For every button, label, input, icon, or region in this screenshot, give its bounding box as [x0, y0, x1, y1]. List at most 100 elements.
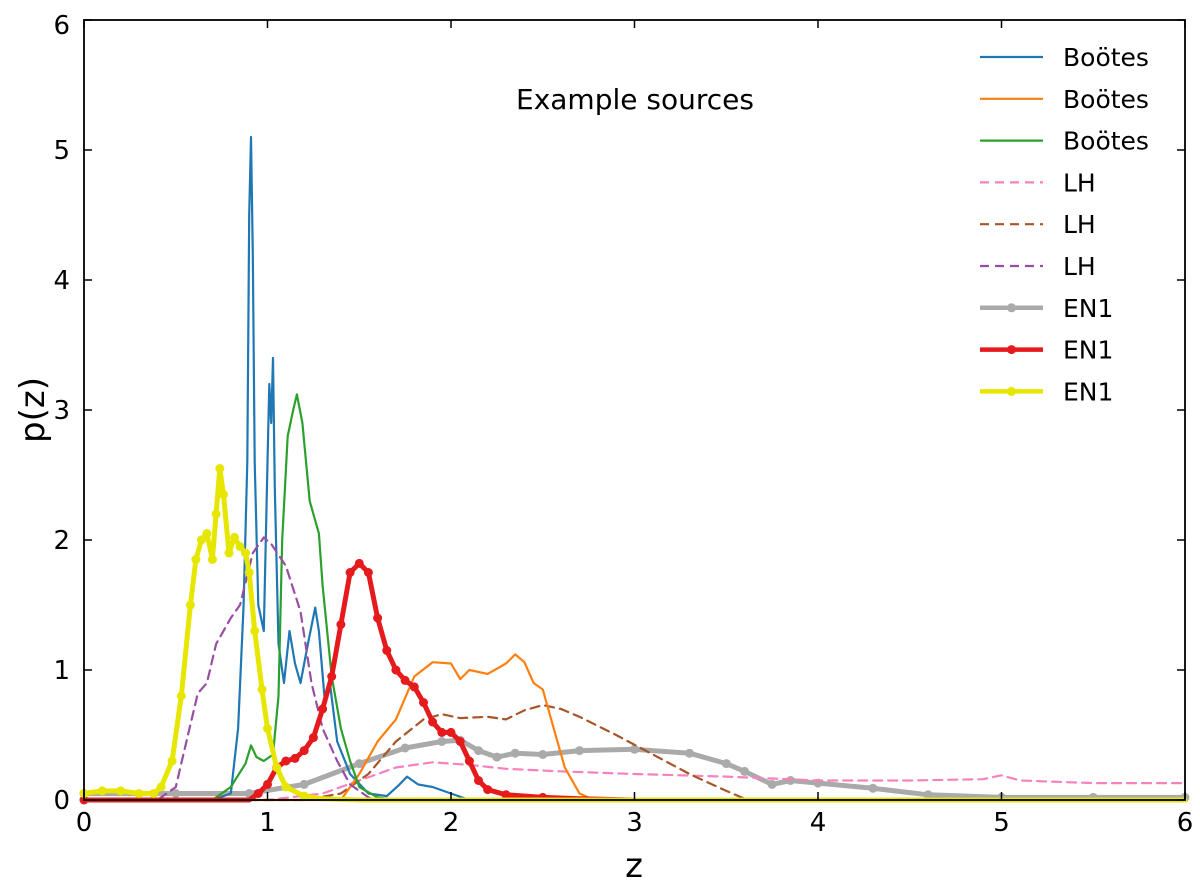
- series-6-line: [82, 536, 1187, 802]
- series-7-marker: [740, 766, 750, 776]
- series-8-line: [81, 560, 1188, 803]
- ticks-layer: 0 1 2 3 4 5 6 0 1 2 3 4 5 6: [53, 11, 1193, 838]
- series-7-marker: [868, 783, 878, 793]
- legend-marker: [1007, 345, 1016, 355]
- series-3-line: [82, 393, 1187, 802]
- series-8-marker: [474, 776, 483, 785]
- series-8-marker: [363, 568, 373, 577]
- series-7-marker: [299, 779, 309, 789]
- series-7-marker: [437, 737, 447, 746]
- x-tick-label: 2: [443, 808, 460, 838]
- series-1-line: [82, 135, 1187, 802]
- series-8-marker: [354, 558, 364, 568]
- series-9-marker: [235, 542, 245, 551]
- series-9-marker: [272, 763, 282, 772]
- legend-marker: [1007, 303, 1016, 313]
- series-9-marker: [224, 548, 234, 558]
- series-9-marker: [299, 791, 309, 801]
- series-8-marker: [419, 698, 428, 707]
- x-tick-label: 4: [810, 808, 827, 838]
- legend-label: EN1: [1063, 294, 1113, 323]
- series-5: [82, 703, 1187, 802]
- series-9-marker: [250, 626, 260, 636]
- series-8-marker: [373, 613, 383, 623]
- series-5-line: [82, 703, 1187, 802]
- legend-entry: EN1: [980, 294, 1113, 323]
- series-3: [82, 393, 1187, 802]
- series-8-marker: [391, 665, 401, 675]
- series-8-marker: [318, 704, 328, 714]
- legend-label: LH: [1063, 210, 1096, 239]
- legend-label: LH: [1063, 252, 1096, 281]
- y-tick-label: 6: [53, 11, 70, 41]
- series-7-marker: [767, 779, 777, 789]
- series-9-marker: [257, 685, 267, 694]
- series-9-marker: [196, 535, 206, 545]
- series-9-marker: [202, 529, 212, 538]
- series-7-marker: [171, 789, 181, 798]
- series-9-marker: [149, 789, 159, 798]
- y-tick-label: 5: [53, 136, 70, 166]
- series-8-marker: [281, 756, 291, 766]
- series-8-marker: [308, 733, 318, 743]
- series-9-marker: [263, 724, 272, 733]
- legend-entry: LH: [980, 168, 1096, 197]
- x-tick-label: 0: [76, 808, 93, 838]
- series-9-marker: [97, 786, 107, 796]
- series-9-marker: [156, 782, 166, 792]
- series-7-marker: [923, 790, 933, 800]
- y-tick-label: 0: [53, 786, 70, 816]
- series-9-marker: [215, 464, 225, 473]
- series-8-marker: [437, 727, 447, 737]
- series-9-marker: [219, 490, 228, 499]
- series-7-marker: [474, 746, 483, 756]
- series-9-marker: [191, 555, 201, 564]
- y-tick-label: 3: [53, 396, 70, 426]
- series-8-marker: [336, 620, 346, 629]
- series-8-marker: [290, 753, 300, 763]
- series-7-marker: [786, 776, 795, 785]
- series-8-marker: [464, 756, 474, 766]
- series-8-marker: [483, 785, 493, 795]
- series-2: [82, 653, 1187, 802]
- legend-label: LH: [1063, 168, 1096, 197]
- legend-entry: LH: [980, 210, 1096, 239]
- series-7-marker: [354, 759, 364, 769]
- y-tick-label: 1: [53, 656, 70, 686]
- series-9-marker: [185, 600, 195, 610]
- series-9-marker: [241, 548, 250, 558]
- series-9-marker: [134, 789, 144, 798]
- series-7-marker: [538, 750, 548, 759]
- series-7-marker: [630, 744, 639, 754]
- series-8-marker: [501, 790, 511, 800]
- legend-entry: Boötes: [980, 127, 1149, 156]
- x-axis-label: z: [625, 846, 643, 886]
- legend-label: Boötes: [1063, 43, 1149, 72]
- x-tick-label: 6: [1177, 808, 1194, 838]
- legend: Boötes Boötes Boötes LH LH LH EN1 EN1 EN1: [980, 43, 1149, 406]
- series-9-marker: [116, 786, 126, 796]
- series-9: [79, 464, 1188, 803]
- series-9-marker: [230, 532, 239, 542]
- chart-annotation: Example sources: [516, 83, 754, 116]
- series-8-marker: [446, 727, 456, 737]
- legend-label: Boötes: [1063, 85, 1149, 114]
- series-1: [82, 135, 1187, 802]
- legend-entry: EN1: [980, 336, 1113, 365]
- series-7-marker: [721, 759, 731, 769]
- series-7-marker: [685, 748, 694, 758]
- legend-label: EN1: [1063, 336, 1113, 365]
- series-2-line: [82, 653, 1187, 802]
- series-8-marker: [428, 717, 438, 727]
- y-tick-label: 4: [53, 266, 70, 296]
- series-8-marker: [253, 789, 263, 798]
- legend-entry: Boötes: [980, 43, 1149, 72]
- legend-marker: [1007, 386, 1016, 396]
- series-8-marker: [400, 675, 410, 685]
- series-8-marker: [345, 568, 355, 577]
- series-8-marker: [263, 779, 272, 789]
- series-7-marker: [400, 743, 410, 753]
- legend-entry: LH: [980, 252, 1096, 281]
- series-7-marker: [510, 748, 520, 758]
